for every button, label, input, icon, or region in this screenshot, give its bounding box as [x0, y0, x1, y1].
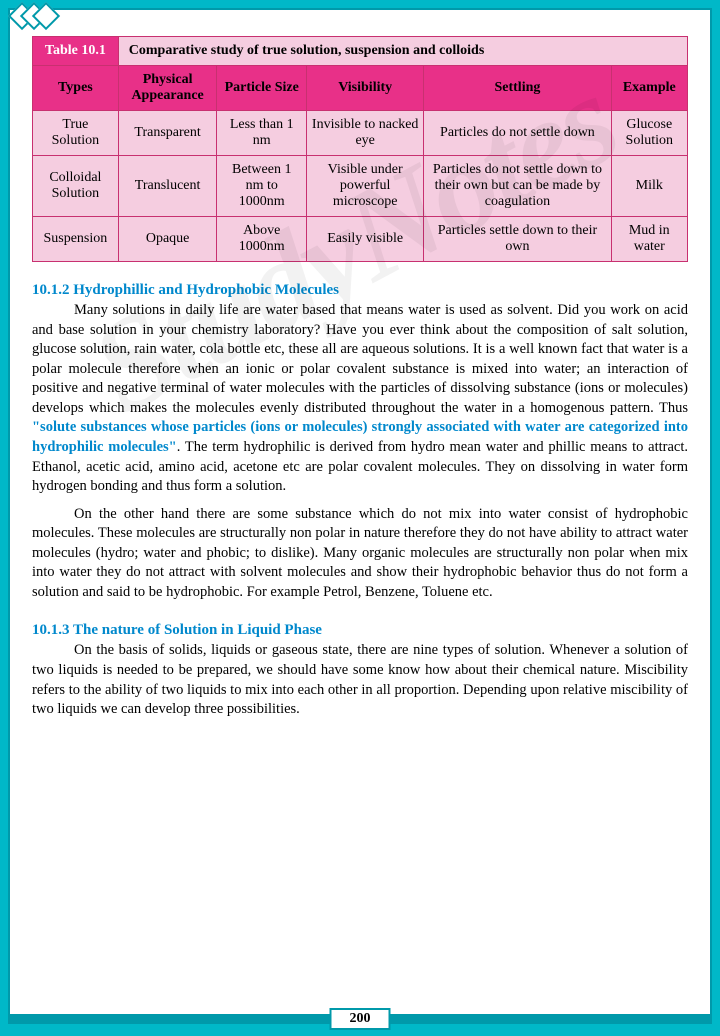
text: On the basis of solids, liquids or gaseo…	[32, 642, 688, 717]
col-visibility: Visibility	[307, 66, 424, 111]
cell: Above 1000nm	[217, 217, 307, 262]
text: Many solutions in daily life are water b…	[32, 302, 688, 416]
cell: Suspension	[33, 217, 119, 262]
table-title: Comparative study of true solution, susp…	[118, 37, 687, 66]
cell: Easily visible	[307, 217, 424, 262]
section-heading-nature: 10.1.3 The nature of Solution in Liquid …	[32, 622, 688, 639]
comparative-table: Table 10.1 Comparative study of true sol…	[32, 36, 688, 262]
top-decoration	[20, 6, 56, 26]
cell: Invisible to nacked eye	[307, 111, 424, 156]
table-label: Table 10.1	[33, 37, 119, 66]
cell: Less than 1 nm	[217, 111, 307, 156]
cell: Milk	[611, 156, 687, 217]
cell: Translucent	[118, 156, 217, 217]
page-container: StudyNotes Table 10.1 Comparative study …	[8, 8, 712, 1016]
col-example: Example	[611, 66, 687, 111]
table-row: Suspension Opaque Above 1000nm Easily vi…	[33, 217, 688, 262]
paragraph: Many solutions in daily life are water b…	[32, 301, 688, 497]
col-appearance: Physical Appearance	[118, 66, 217, 111]
cell: Particles do not settle down	[424, 111, 611, 156]
section-heading-hydrophilic: 10.1.2 Hydrophillic and Hydrophobic Mole…	[32, 282, 688, 299]
cell: Particles settle down to their own	[424, 217, 611, 262]
cell: Transparent	[118, 111, 217, 156]
col-settling: Settling	[424, 66, 611, 111]
table-caption-row: Table 10.1 Comparative study of true sol…	[33, 37, 688, 66]
cell: Opaque	[118, 217, 217, 262]
paragraph: On the other hand there are some substan…	[32, 505, 688, 603]
paragraph: On the basis of solids, liquids or gaseo…	[32, 641, 688, 719]
text: On the other hand there are some substan…	[32, 506, 688, 600]
table-header-row: Types Physical Appearance Particle Size …	[33, 66, 688, 111]
col-size: Particle Size	[217, 66, 307, 111]
cell: Between 1 nm to 1000nm	[217, 156, 307, 217]
cell: Colloidal Solution	[33, 156, 119, 217]
table-row: True Solution Transparent Less than 1 nm…	[33, 111, 688, 156]
cell: True Solution	[33, 111, 119, 156]
cell: Visible under powerful microscope	[307, 156, 424, 217]
table-row: Colloidal Solution Translucent Between 1…	[33, 156, 688, 217]
cell: Particles do not settle down to their ow…	[424, 156, 611, 217]
page-number: 200	[330, 1008, 391, 1030]
cell: Glucose Solution	[611, 111, 687, 156]
col-types: Types	[33, 66, 119, 111]
cell: Mud in water	[611, 217, 687, 262]
